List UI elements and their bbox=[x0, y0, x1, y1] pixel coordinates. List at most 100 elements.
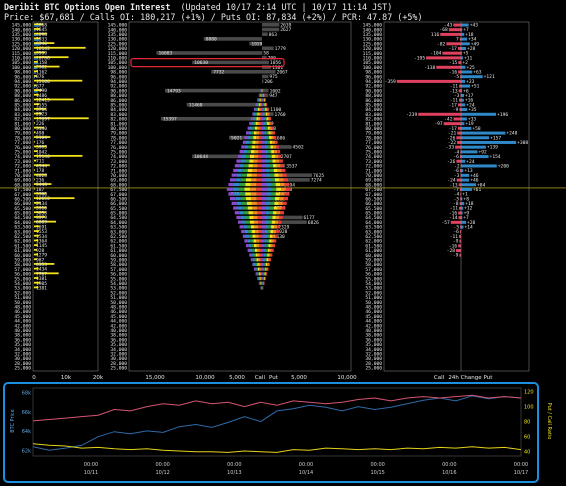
expiry-segment bbox=[248, 131, 252, 135]
strike-label-center: 36,000 bbox=[110, 337, 127, 343]
strike-label-center: 130,000 bbox=[108, 37, 128, 43]
right-xlabel-change: 24h Change bbox=[448, 375, 482, 381]
strike-label-left: 81,000 bbox=[14, 121, 31, 127]
strike-label-center: 46,000 bbox=[110, 309, 127, 315]
call-oi-label: 1042 bbox=[36, 149, 47, 155]
call-change-bar bbox=[456, 136, 461, 140]
expiry-segment bbox=[246, 173, 252, 177]
call-change-bar bbox=[453, 117, 461, 121]
expiry-segment bbox=[255, 103, 257, 107]
call-oi-label: 1279 bbox=[36, 253, 47, 259]
call-change-label: -13 bbox=[449, 182, 458, 188]
strike-label-right: 28,000 bbox=[365, 361, 382, 367]
call-oi-label: 1905 bbox=[36, 281, 47, 287]
strike-label-left: 130,000 bbox=[12, 37, 32, 43]
call-oi-bar bbox=[34, 169, 35, 171]
strike-label-left: 79,000 bbox=[14, 131, 31, 137]
strike-label-right: 140,000 bbox=[363, 27, 383, 33]
expiry-segment bbox=[265, 164, 270, 168]
strike-label-left: 25,000 bbox=[14, 366, 31, 372]
call-change-label: -5 bbox=[454, 196, 460, 202]
call-oi-bar bbox=[34, 140, 35, 143]
expiry-segment bbox=[251, 131, 254, 135]
expiry-segment bbox=[255, 145, 259, 149]
strike-label-left: 64,500 bbox=[14, 215, 31, 221]
strike-label-center: 61,000 bbox=[110, 248, 127, 254]
expiry-segment bbox=[248, 211, 253, 215]
expiry-segment bbox=[259, 121, 262, 126]
strike-label-right: 76,000 bbox=[365, 145, 382, 151]
put-change-label: +5 bbox=[463, 51, 469, 57]
expiry-segment bbox=[268, 117, 270, 121]
put-value-label: 6826 bbox=[308, 220, 319, 226]
strike-label-right: 90,000 bbox=[365, 88, 382, 94]
expiry-segment bbox=[251, 145, 256, 149]
put-change-label: +28 bbox=[467, 220, 476, 226]
expiry-segment bbox=[265, 117, 267, 121]
strike-label-left: 72,000 bbox=[14, 164, 31, 170]
expiry-segment bbox=[262, 187, 267, 191]
strike-label-right: 65,500 bbox=[365, 206, 382, 212]
expiry-segment bbox=[246, 140, 250, 144]
call-oi-label: 10788 bbox=[36, 55, 50, 61]
strike-label-left: 44,000 bbox=[14, 319, 31, 325]
expiry-segment bbox=[239, 150, 244, 154]
strike-label-right: 73,000 bbox=[365, 159, 382, 165]
call-oi-bar bbox=[34, 173, 47, 176]
call-change-bar bbox=[456, 159, 461, 163]
expiry-segment bbox=[282, 173, 287, 177]
strike-label-left: 61,000 bbox=[14, 248, 31, 254]
expiry-segment bbox=[266, 117, 269, 121]
call-expiry-bar bbox=[164, 88, 262, 93]
call-oi-bar bbox=[34, 154, 83, 157]
expiry-segment bbox=[241, 201, 247, 205]
call-change-label: -11 bbox=[450, 234, 459, 240]
put-change-label: +12 bbox=[464, 206, 473, 212]
put-change-label: +13 bbox=[464, 168, 473, 174]
call-oi-bar bbox=[34, 263, 55, 265]
expiry-segment bbox=[262, 272, 263, 276]
expiry-segment bbox=[262, 192, 267, 196]
call-oi-bar bbox=[34, 159, 37, 162]
call-oi-bar bbox=[34, 136, 51, 138]
strike-label-left: 88,000 bbox=[14, 93, 31, 99]
call-change-bar bbox=[459, 37, 461, 41]
strike-label-left: 65,500 bbox=[14, 206, 31, 212]
call-change-label: -6 bbox=[453, 168, 459, 174]
expiry-segment bbox=[251, 173, 257, 177]
expiry-segment bbox=[268, 121, 271, 126]
call-change-bar bbox=[396, 79, 461, 83]
call-change-bar bbox=[460, 173, 461, 177]
strike-label-right: 61,000 bbox=[365, 248, 382, 254]
strike-label-center: 115,000 bbox=[108, 51, 128, 57]
expiry-segment bbox=[263, 112, 265, 116]
call-oi-label: 711 bbox=[36, 159, 45, 165]
call-change-label: -2 bbox=[454, 163, 460, 169]
strike-label-right: 92,000 bbox=[365, 84, 382, 90]
expiry-segment bbox=[236, 173, 242, 177]
put-change-bar bbox=[461, 202, 465, 206]
expiry-segment bbox=[263, 276, 264, 281]
call-oi-label: 4028 bbox=[36, 173, 47, 179]
call-expiry-bar bbox=[249, 41, 262, 46]
strike-label-center: 85,000 bbox=[110, 102, 127, 108]
call-oi-label: 1534 bbox=[36, 234, 47, 240]
expiry-segment bbox=[240, 159, 245, 163]
expiry-segment bbox=[258, 93, 260, 97]
call-value-label: 10630 bbox=[194, 60, 208, 66]
strike-label-center: 90,000 bbox=[110, 88, 127, 94]
expiry-segment bbox=[269, 258, 272, 262]
expiry-segment bbox=[264, 98, 266, 102]
put-change-bar bbox=[461, 183, 477, 187]
call-change-bar bbox=[458, 89, 461, 93]
call-change-bar bbox=[459, 187, 461, 191]
expiry-segment bbox=[258, 225, 262, 229]
expiry-segment bbox=[262, 234, 265, 238]
expiry-segment bbox=[256, 244, 260, 248]
expiry-segment bbox=[265, 126, 268, 130]
strike-label-left: 67,000 bbox=[14, 192, 31, 198]
expiry-segment bbox=[262, 107, 264, 111]
strike-label-center: 77,000 bbox=[110, 140, 127, 146]
expiry-segment bbox=[254, 267, 256, 271]
strike-label-center: 86,000 bbox=[110, 98, 127, 104]
